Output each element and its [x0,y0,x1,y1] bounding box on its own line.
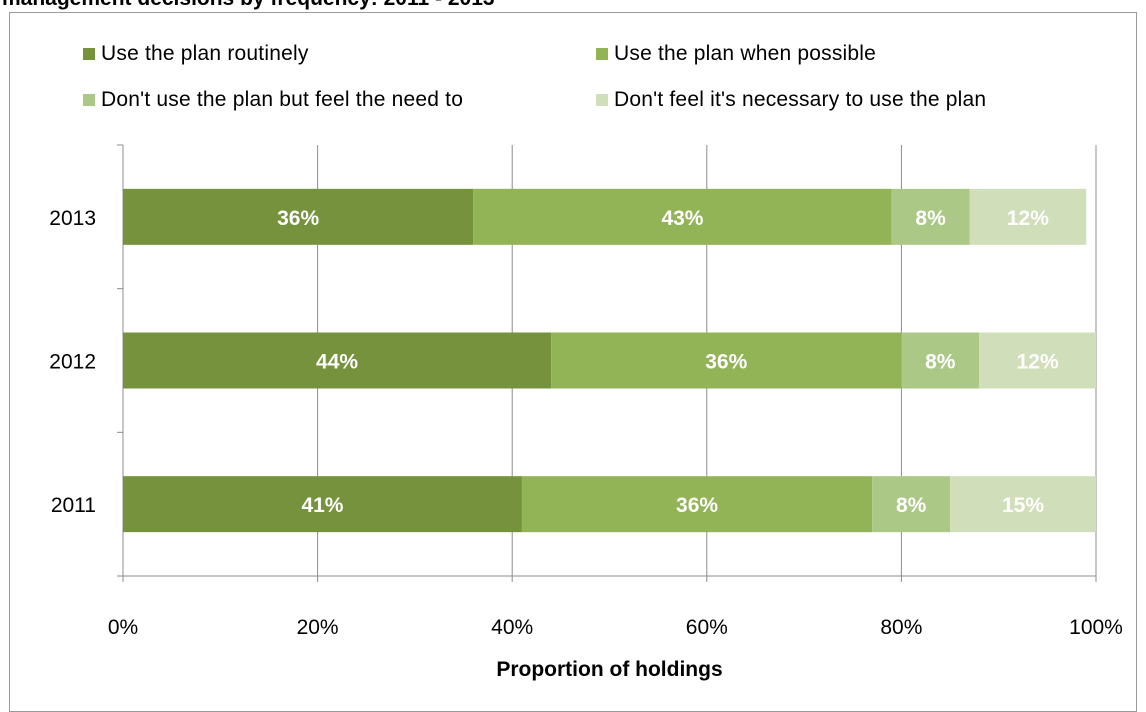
bar-segment [979,332,1096,389]
chart-title: management decisions by frequency: 2011 … [2,0,495,11]
data-label: 15% [1002,494,1044,517]
data-label: 41% [301,494,343,517]
category-label: 2011 [51,494,96,517]
bar-segment [872,476,951,533]
data-label: 12% [1017,351,1059,374]
x-tick-label: 60% [686,616,728,639]
legend-label-not-necessary: Don't feel it's necessary to use the pla… [614,88,987,111]
x-tick-label: 0% [108,616,138,639]
x-tick-label: 80% [880,616,922,639]
bar-segment [901,332,980,389]
data-label: 43% [661,207,703,230]
bar-segment [521,476,873,533]
bar-segment [891,188,970,245]
data-label: 12% [1007,207,1049,230]
legend-label-when-possible: Use the plan when possible [614,42,877,65]
legend: Use the plan routinely Use the plan when… [83,40,1123,120]
data-label: 8% [915,207,946,230]
bar-segment [123,332,552,389]
data-label: 36% [676,494,718,517]
x-tick-label: 40% [491,616,533,639]
legend-swatch-feel-need [83,94,95,106]
bar-segment [969,188,1087,245]
legend-swatch-when-possible [596,48,608,60]
legend-label-routinely: Use the plan routinely [101,42,309,65]
bar-segment [123,188,474,245]
legend-swatch-not-necessary [596,94,608,106]
data-label: 8% [896,494,927,517]
legend-item-feel-need: Don't use the plan but feel the need to [83,88,463,112]
bar-segment [123,476,522,533]
bar-segment [551,332,902,389]
legend-item-when-possible: Use the plan when possible [596,42,876,66]
bar-segment [950,476,1096,533]
x-tick-label: 100% [1069,616,1123,639]
data-label: 8% [925,351,956,374]
category-label: 2013 [49,207,96,230]
x-axis-title: Proportion of holdings [496,658,722,681]
data-label: 44% [316,351,358,374]
category-label: 2012 [49,351,96,374]
data-label: 36% [705,351,747,374]
legend-item-routinely: Use the plan routinely [83,42,309,66]
legend-label-feel-need: Don't use the plan but feel the need to [101,88,464,111]
legend-swatch-routinely [83,48,95,60]
x-tick-label: 20% [297,616,339,639]
bar-segment [473,188,892,245]
legend-item-not-necessary: Don't feel it's necessary to use the pla… [596,88,986,112]
data-label: 36% [277,207,319,230]
